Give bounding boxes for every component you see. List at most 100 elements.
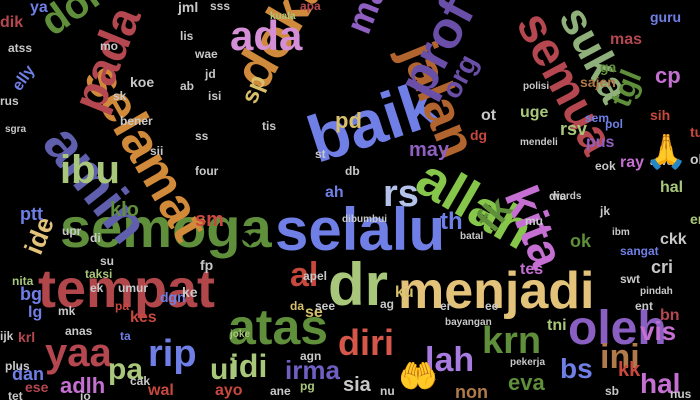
word: uge [520,104,549,121]
crying-face-icon-small: 😭 [2,157,17,171]
word: jd [205,67,216,81]
word: ray [620,154,645,171]
word: di [90,231,101,245]
word: tes [520,261,544,278]
word: hal [660,179,684,196]
word: kk [618,359,641,381]
word: bs [560,353,593,384]
word: ya [30,0,48,16]
word: four [195,164,219,178]
word: non [455,382,488,400]
word: dik [0,14,24,31]
word: dg [470,127,488,143]
word: pa [115,299,130,313]
word: pyk [415,369,436,383]
word: tis [262,119,277,133]
word: dan [12,364,45,384]
word: rsv [560,119,588,139]
word: tni [547,317,567,334]
word: ibm [612,227,630,238]
word: wal [148,382,174,399]
word: may [409,139,450,161]
word: bener [120,114,153,128]
word: eva [508,370,545,395]
word: ini [600,338,640,376]
word: irma [285,355,340,385]
word: taksi [85,267,113,281]
word: sangat [620,244,659,258]
word: ui [210,353,237,386]
word: nita [12,274,34,288]
star-crescent-icon: ☪ [650,38,670,63]
word: fp [200,257,214,273]
word: krl [18,329,36,345]
word: cri [651,257,674,277]
word: er [440,299,452,313]
word: nu [380,384,395,398]
palms-up-icon: 🤲 [398,357,438,395]
word: batal [460,231,484,242]
relieved-face-icon: 😌 [650,193,673,218]
word: bg [20,284,42,304]
word: da [290,299,305,313]
word: sia [343,374,371,396]
word: pekerja [510,357,546,368]
word: mo [100,39,118,53]
word: sgra [5,124,27,135]
word: kuala [270,11,296,22]
word: rus [0,94,19,108]
word: elly [9,62,39,95]
word: pg [300,379,315,393]
word: ese [25,379,49,395]
word: apa [300,0,321,13]
word: agn [300,349,322,363]
word: ibu [60,148,120,192]
word: guru [650,9,682,25]
word: ijk [0,329,14,343]
word: koe [130,74,155,90]
folded-hands-icon: 🙏 [645,132,688,172]
word: apel [303,269,328,283]
word: atss [8,41,33,55]
word: idi [230,348,268,384]
word: jo [80,389,91,400]
word: mendeli [520,137,558,148]
word: sk [113,89,127,103]
word: dr [328,251,388,318]
word: isi [208,89,222,103]
word: menjadi [398,262,595,320]
word: mk [58,304,76,318]
word: wae [195,47,218,61]
word: adlh [60,373,106,398]
word: rs [383,173,419,215]
word: dia [549,189,567,203]
word: ada [230,12,303,59]
crying-face-icon: 😭 [2,145,38,180]
word: semoga [60,196,272,259]
word: st [315,147,326,161]
red-heart-icon: ❤ [240,226,261,254]
word: alive [650,157,673,168]
word: ga [600,59,617,75]
word: ta [120,329,131,343]
word: eok [595,159,616,173]
word: klo [110,199,139,221]
word: ckk [660,231,687,248]
word: upr [62,224,82,238]
word: sss [210,0,231,13]
word: kes [130,309,157,326]
word: th [440,208,463,235]
word: diri [338,322,395,363]
word: ku [395,284,414,301]
word: tet [8,389,23,400]
word: lg [28,304,43,321]
word: hal [640,368,681,399]
word: ptt [20,204,43,224]
word: oleh [568,302,667,355]
word: pol [605,117,623,131]
word: sm [195,209,224,231]
word: umur [118,281,148,295]
word: ah [325,184,344,201]
word: sem [585,111,610,125]
